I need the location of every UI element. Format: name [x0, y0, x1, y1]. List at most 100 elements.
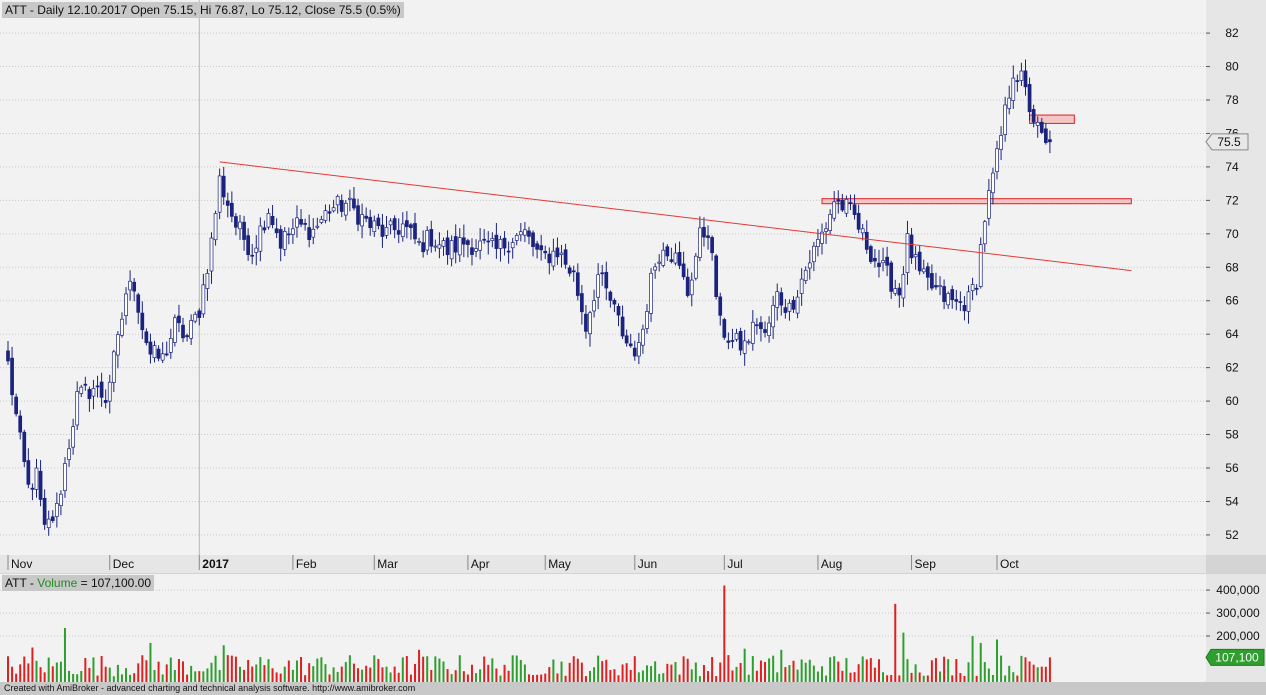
candle-down	[624, 335, 629, 344]
candle-up	[209, 237, 214, 272]
volume-bar	[849, 672, 852, 682]
candle-up	[168, 338, 173, 353]
candle-down	[575, 272, 580, 296]
volume-bar	[141, 655, 144, 682]
volume-bar	[125, 668, 128, 682]
date-tick-label: Feb	[296, 557, 317, 571]
candle-down	[628, 343, 633, 347]
volume-bar	[157, 661, 160, 682]
volume-bar	[877, 659, 880, 682]
volume-bar	[536, 674, 539, 682]
price-chart-panel[interactable]	[0, 0, 1206, 555]
candle-down	[535, 243, 539, 250]
candle-up	[425, 230, 430, 251]
candle-up	[295, 217, 299, 228]
volume-bar	[19, 664, 22, 682]
volume-bar	[470, 664, 473, 682]
volume-bar	[365, 665, 368, 682]
candle-down	[600, 272, 605, 275]
candle-down	[99, 381, 104, 398]
price-axis[interactable]	[1206, 0, 1266, 555]
volume-bar	[108, 667, 111, 682]
volume-bar	[906, 659, 909, 682]
volume-bar	[1048, 657, 1051, 682]
date-tick-label: Sep	[915, 557, 937, 571]
candle-up	[417, 240, 421, 243]
candle-down	[722, 319, 727, 338]
volume-bar	[405, 656, 408, 682]
candle-up	[348, 197, 352, 200]
volume-bar	[821, 666, 823, 682]
volume-bar	[271, 668, 274, 682]
candle-down	[616, 306, 621, 316]
volume-bar	[373, 655, 376, 682]
volume-bar	[914, 664, 917, 682]
candle-down	[405, 220, 409, 228]
price-tick-label: 64	[1225, 327, 1239, 341]
volume-bar	[617, 675, 620, 682]
price-tick-label: 56	[1225, 461, 1239, 475]
volume-bar	[409, 674, 412, 682]
candle-down	[421, 242, 425, 253]
candle-down	[132, 281, 137, 292]
candle-down	[925, 266, 930, 278]
volume-bar	[454, 670, 457, 682]
volume-bar	[845, 658, 848, 682]
candle-up	[999, 135, 1003, 150]
volume-bar	[230, 655, 233, 682]
candle-down	[144, 331, 149, 344]
candle-up	[400, 223, 405, 237]
volume-bar	[804, 662, 807, 682]
candle-down	[95, 385, 100, 388]
badges: 75.5 107,100	[1205, 133, 1265, 666]
volume-bar	[560, 661, 563, 682]
date-axis[interactable]	[0, 555, 1206, 573]
volume-bar	[499, 675, 502, 682]
date-tick-label: 2017	[202, 557, 229, 571]
candle-down	[543, 250, 548, 254]
candle-down	[954, 299, 959, 302]
volume-bar	[947, 659, 950, 682]
candle-down	[604, 271, 609, 289]
candle-down	[677, 251, 682, 266]
volume-bar	[430, 669, 433, 682]
volume-bar	[340, 666, 343, 682]
candle-down	[14, 396, 18, 415]
volume-bar	[532, 675, 535, 682]
volume-bar	[776, 672, 779, 682]
volume-bar	[275, 672, 278, 682]
volume-bar	[959, 673, 962, 682]
volume-tick-label: 300,000	[1216, 606, 1260, 620]
volume-bar	[894, 603, 897, 682]
candle-down	[584, 313, 588, 332]
candle-down	[840, 199, 845, 211]
candle-up	[946, 293, 951, 306]
volume-bar	[886, 675, 889, 682]
candle-up	[881, 260, 885, 264]
candle-down	[738, 331, 743, 351]
volume-bar	[133, 673, 136, 682]
volume-bar	[361, 669, 364, 682]
candle-up	[449, 240, 454, 260]
candle-down	[136, 294, 141, 313]
candle-down	[6, 350, 10, 362]
candle-down	[856, 212, 861, 230]
volume-bar	[479, 669, 482, 682]
volume-bar	[7, 656, 9, 682]
volume-bar	[104, 666, 107, 682]
candle-up	[107, 381, 112, 402]
volume-bar	[55, 662, 58, 682]
candle-up	[816, 239, 820, 248]
volume-bar	[963, 675, 966, 682]
volume-bar	[629, 669, 632, 682]
price-tick-label: 52	[1225, 528, 1239, 542]
candle-up	[372, 220, 377, 232]
candle-down	[221, 175, 226, 198]
candle-down	[1048, 139, 1052, 143]
candle-up	[693, 255, 698, 279]
candle-up	[991, 172, 995, 194]
volume-bar	[503, 664, 506, 682]
volume-bar	[556, 673, 559, 682]
candle-down	[197, 310, 202, 318]
